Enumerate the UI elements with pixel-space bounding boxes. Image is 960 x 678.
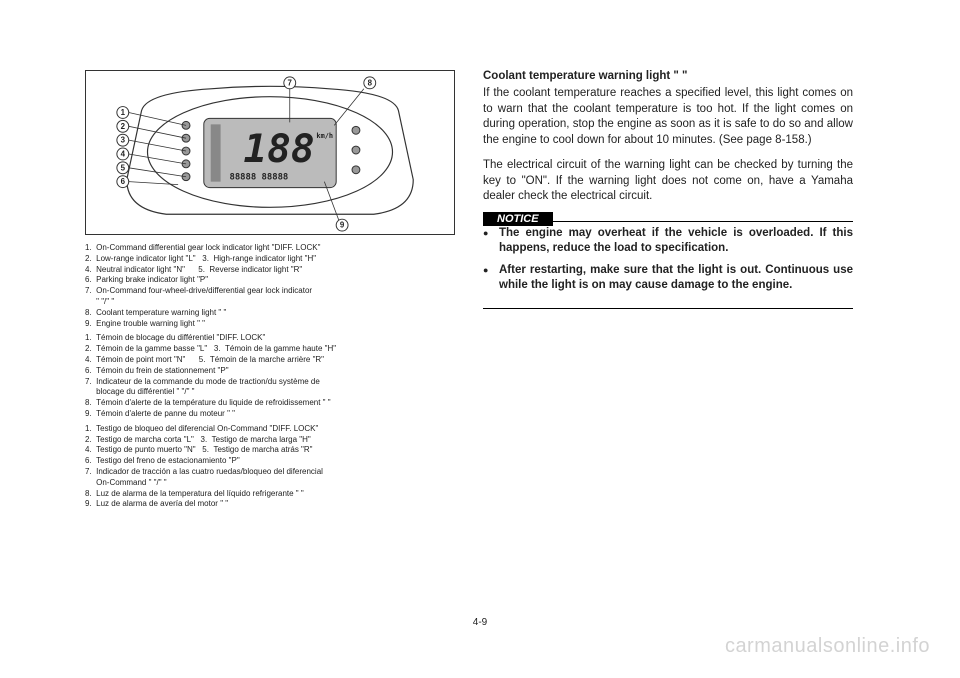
callout-7: 7 [284, 77, 296, 89]
legend-es-7b: On-Command " "/" " [96, 478, 167, 487]
coolant-paragraph-2: The electrical circuit of the warning li… [483, 158, 853, 205]
legend-fr-7b: blocage du différentiel " "/" " [96, 387, 194, 396]
legend-fr-4: Témoin de point mort "N" [96, 355, 185, 364]
coolant-paragraph-1: If the coolant temperature reaches a spe… [483, 86, 853, 148]
legend-es-3: Testigo de marcha larga "H" [212, 435, 311, 444]
svg-text:6: 6 [121, 177, 126, 186]
diagram-svg: 188 km/h 88888 88888 [86, 71, 454, 234]
legend-en-7b: " "/" " [96, 297, 114, 306]
callout-5: 5 [117, 162, 129, 174]
legend-es-1: Testigo de bloqueo del diferencial On-Co… [96, 424, 318, 433]
svg-text:7: 7 [288, 78, 293, 87]
legend-fr-2: Témoin de la gamme basse "L" [96, 344, 207, 353]
left-column: 188 km/h 88888 88888 [85, 70, 455, 510]
watermark: carmanualsonline.info [725, 635, 930, 658]
instrument-diagram: 188 km/h 88888 88888 [85, 70, 455, 235]
svg-text:8: 8 [368, 78, 373, 87]
legend-fr-3: Témoin de la gamme haute "H" [225, 344, 336, 353]
coolant-heading: Coolant temperature warning light " " [483, 70, 853, 82]
legend-es-5: Testigo de marcha atrás "R" [213, 445, 312, 454]
callout-9: 9 [336, 219, 348, 231]
svg-text:1: 1 [121, 108, 126, 117]
lcd-small: 88888 88888 [229, 173, 288, 183]
callout-6: 6 [117, 176, 129, 188]
legend-fr-7: Indicateur de la commande du mode de tra… [96, 377, 320, 386]
legend-es-8: Luz de alarma de la temperatura del líqu… [96, 489, 304, 498]
legend-spanish: 1. Testigo de bloqueo del diferencial On… [85, 424, 455, 510]
legend-en-5: Reverse indicator light "R" [209, 265, 302, 274]
svg-text:3: 3 [121, 136, 126, 145]
callout-3: 3 [117, 134, 129, 146]
legend-en-8: Coolant temperature warning light " " [96, 308, 226, 317]
legend-french: 1. Témoin de blocage du différentiel "DI… [85, 333, 455, 419]
legend-fr-1: Témoin de blocage du différentiel "DIFF.… [96, 333, 265, 342]
svg-text:9: 9 [340, 221, 345, 230]
callout-2: 2 [117, 120, 129, 132]
lcd-units: km/h [316, 132, 333, 140]
lcd-main-digits: 188 [243, 126, 314, 172]
legend-es-2: Testigo de marcha corta "L" [96, 435, 194, 444]
legend-english: 1. On-Command differential gear lock ind… [85, 243, 455, 329]
right-column: Coolant temperature warning light " " If… [483, 70, 853, 510]
callout-4: 4 [117, 148, 129, 160]
legend-en-9: Engine trouble warning light " " [96, 319, 205, 328]
legend-es-4: Testigo de punto muerto "N" [96, 445, 196, 454]
page-number: 4-9 [473, 617, 487, 628]
svg-text:4: 4 [121, 149, 126, 158]
legend-fr-9: Témoin d'alerte de panne du moteur " " [96, 409, 235, 418]
svg-text:2: 2 [121, 122, 126, 131]
legend-en-1: On-Command differential gear lock indica… [96, 243, 320, 252]
legend-en-6: Parking brake indicator light "P" [96, 275, 208, 284]
notice-item-2: After restarting, make sure that the lig… [483, 263, 853, 294]
legend-en-2: Low-range indicator light "L" [96, 254, 196, 263]
notice-label: NOTICE [483, 212, 553, 226]
legend-fr-6: Témoin du frein de stationnement "P" [96, 366, 228, 375]
legend-fr-8: Témoin d'alerte de la température du liq… [96, 398, 330, 407]
notice-item-1: The engine may overheat if the vehicle i… [483, 226, 853, 257]
legend-en-4: Neutral indicator light "N" [96, 265, 185, 274]
notice-list: The engine may overheat if the vehicle i… [483, 222, 853, 308]
legend-fr-5: Témoin de la marche arrière "R" [210, 355, 324, 364]
legend-es-7: Indicador de tracción a las cuatro rueda… [96, 467, 323, 476]
legend-en-7: On-Command four-wheel-drive/differential… [96, 286, 312, 295]
legend-es-6: Testigo del freno de estacionamiento "P" [96, 456, 240, 465]
page-content: 188 km/h 88888 88888 [85, 70, 875, 510]
legend-es-9: Luz de alarma de avería del motor " " [96, 499, 228, 508]
legend-en-3: High-range indicator light "H" [213, 254, 316, 263]
notice-block: NOTICE The engine may overheat if the ve… [483, 221, 853, 309]
callout-8: 8 [364, 77, 376, 89]
callout-1: 1 [117, 107, 129, 119]
svg-text:5: 5 [121, 163, 126, 172]
